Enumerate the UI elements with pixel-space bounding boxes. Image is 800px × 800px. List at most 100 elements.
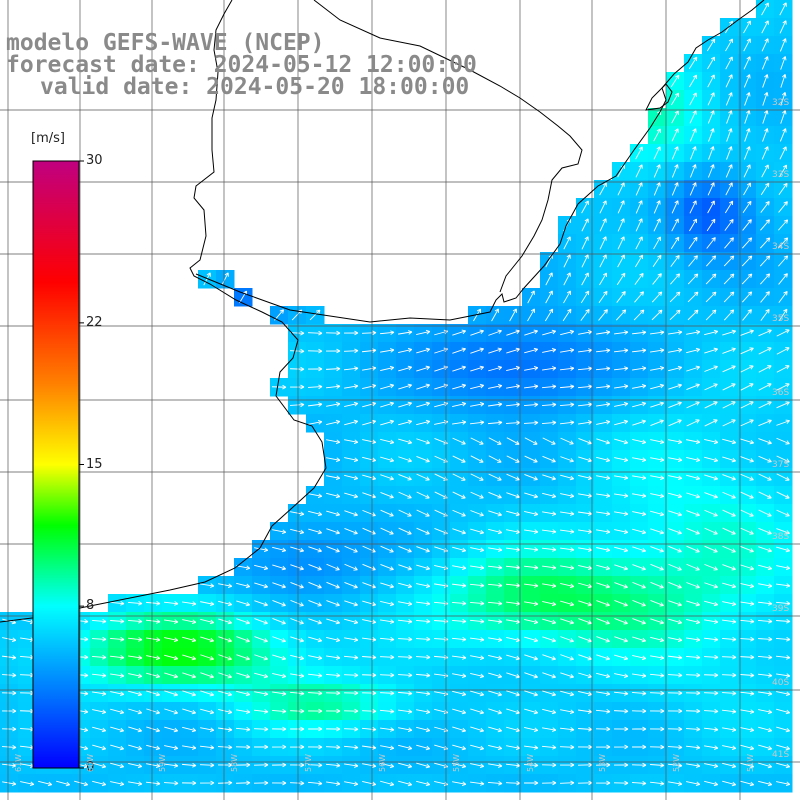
wind-arrow xyxy=(671,110,679,124)
wind-arrow xyxy=(617,236,625,250)
wind-arrow xyxy=(527,308,535,322)
wind-arrow xyxy=(689,218,698,232)
wind-arrow xyxy=(613,366,629,371)
latitude-label: 39S xyxy=(772,604,790,614)
wind-arrow xyxy=(743,146,751,160)
wind-arrow xyxy=(670,273,681,285)
wind-arrow xyxy=(776,473,790,481)
wind-arrow xyxy=(776,365,790,373)
wind-arrow xyxy=(668,383,682,390)
wind-arrow xyxy=(563,254,571,268)
wind-arrow xyxy=(705,291,717,303)
wind-arrow xyxy=(488,365,503,372)
wind-arrow xyxy=(740,473,754,481)
wind-arrow xyxy=(545,290,553,304)
wind-arrow xyxy=(416,455,430,463)
wind-arrow xyxy=(758,419,772,427)
wind-arrow xyxy=(653,236,661,250)
wind-arrow xyxy=(758,365,772,373)
wind-arrow xyxy=(707,92,715,106)
wind-arrow xyxy=(722,438,737,445)
wind-arrow xyxy=(634,272,644,285)
wind-arrow xyxy=(705,273,717,285)
wind-arrow xyxy=(580,308,590,321)
latitude-label: 36S xyxy=(772,388,790,398)
wind-arrow xyxy=(758,347,772,355)
wind-arrow xyxy=(452,437,466,445)
wind-arrow xyxy=(595,366,611,371)
wind-arrow xyxy=(595,384,611,389)
wind-arrow xyxy=(635,164,643,178)
wind-arrow xyxy=(344,474,359,481)
wind-arrow xyxy=(581,254,589,268)
wind-arrow xyxy=(704,439,719,445)
wind-arrow xyxy=(668,475,683,481)
wind-arrow xyxy=(760,273,771,285)
wind-arrow xyxy=(780,92,787,106)
wind-arrow xyxy=(704,401,718,409)
wind-arrow xyxy=(470,473,484,481)
wind-arrow xyxy=(779,128,787,142)
wind-arrow xyxy=(563,236,571,250)
wind-arrow xyxy=(706,237,716,249)
wind-arrow xyxy=(325,330,341,336)
wind-arrow xyxy=(542,437,556,445)
colorbar-tick-8: 8 xyxy=(86,598,95,614)
wind-arrow xyxy=(505,420,521,426)
longitude-label: 59W xyxy=(158,753,167,772)
wind-arrow xyxy=(308,420,323,425)
wind-arrow xyxy=(577,366,593,371)
wind-arrow xyxy=(452,347,466,354)
wind-arrow xyxy=(581,272,589,286)
wind-arrow xyxy=(542,329,557,336)
wind-arrow xyxy=(524,437,538,445)
wind-arrow xyxy=(722,456,737,463)
wind-arrow xyxy=(722,383,736,391)
wind-arrow xyxy=(559,384,575,389)
wind-arrow xyxy=(289,330,305,336)
wind-arrow xyxy=(416,401,431,408)
wind-arrow xyxy=(758,455,772,463)
wind-arrow xyxy=(668,365,683,372)
wind-arrow xyxy=(599,218,607,232)
wind-arrow xyxy=(653,200,661,214)
wind-arrow xyxy=(689,128,697,142)
wind-arrow xyxy=(617,218,625,232)
wind-arrow xyxy=(325,348,341,354)
wind-arrow xyxy=(705,309,717,321)
wind-arrow xyxy=(380,491,394,499)
wind-arrow xyxy=(722,419,736,427)
wind-arrow xyxy=(631,348,647,353)
wind-arrow xyxy=(653,128,661,142)
wind-arrow xyxy=(707,164,715,178)
wind-arrow xyxy=(760,201,770,213)
wind-arrow xyxy=(780,110,787,124)
wind-arrow xyxy=(487,420,503,425)
wind-arrow xyxy=(491,308,499,322)
wind-arrow xyxy=(380,474,394,481)
wind-arrow xyxy=(598,290,608,304)
wind-arrow xyxy=(687,273,699,285)
wind-arrow xyxy=(686,474,701,481)
wind-arrow xyxy=(668,439,683,444)
wind-arrow xyxy=(541,384,557,389)
wind-arrow xyxy=(452,473,466,481)
wind-arrow xyxy=(704,329,719,336)
wind-arrow xyxy=(544,308,554,322)
wind-arrow xyxy=(506,384,521,389)
wind-arrow xyxy=(704,474,718,481)
wind-arrow xyxy=(362,401,377,408)
wind-arrow xyxy=(687,291,699,303)
wind-arrow xyxy=(690,146,697,160)
wind-arrow xyxy=(380,401,395,408)
latitude-label: 34S xyxy=(772,242,790,252)
wind-arrow xyxy=(416,329,431,335)
wind-arrow xyxy=(398,347,413,353)
wind-arrow xyxy=(362,366,377,371)
wind-arrow xyxy=(343,366,359,371)
wind-arrow xyxy=(723,309,735,321)
wind-arrow xyxy=(669,309,681,321)
wind-arrow xyxy=(506,455,520,463)
latitude-label: 33S xyxy=(772,170,790,180)
wind-arrow xyxy=(722,401,736,409)
